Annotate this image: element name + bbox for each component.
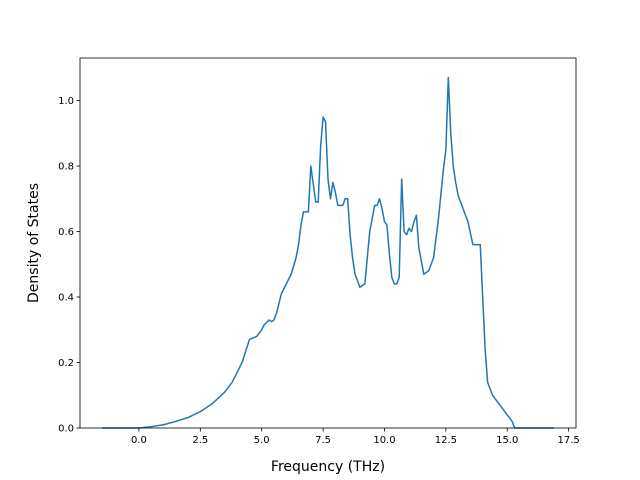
y-tick-label: 0.2	[58, 358, 74, 369]
x-tick-label: 2.5	[192, 435, 208, 446]
x-axis-label: Frequency (THz)	[271, 459, 385, 475]
x-tick-label: 10.0	[373, 435, 395, 446]
x-tick-label: 7.5	[315, 435, 331, 446]
dos-series-line	[102, 76, 554, 429]
x-tick-label: 15.0	[496, 435, 518, 446]
x-tick-label: 5.0	[254, 435, 270, 446]
y-tick-label: 0.6	[58, 227, 74, 238]
y-tick-label: 0.8	[58, 162, 74, 173]
y-tick-label: 0.4	[58, 293, 74, 304]
y-axis-label: Density of States	[26, 183, 42, 303]
y-tick-label: 1.0	[58, 96, 74, 107]
y-axis: 0.0 0.2 0.4 0.6 0.8 1.0	[58, 96, 80, 435]
y-tick-label: 0.0	[58, 424, 74, 435]
x-tick-label: 17.5	[558, 435, 580, 446]
x-tick-label: 12.5	[435, 435, 457, 446]
plot-frame	[79, 57, 577, 429]
x-axis: 0.0 2.5 5.0 7.5 10.0 12.5 15.0 17.5	[131, 428, 580, 446]
x-tick-label: 0.0	[131, 435, 147, 446]
plot-area	[102, 76, 554, 429]
